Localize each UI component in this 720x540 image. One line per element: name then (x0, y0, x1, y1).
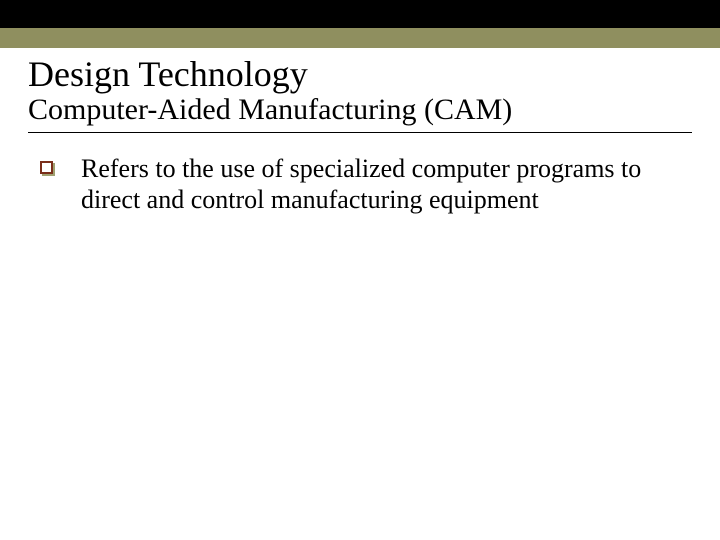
bullet-item: Refers to the use of specialized compute… (40, 153, 692, 215)
title-sub: Computer-Aided Manufacturing (CAM) (28, 94, 692, 126)
title-main: Design Technology (28, 56, 692, 92)
top-bar-olive (0, 28, 720, 48)
bullet-square-icon (40, 161, 53, 174)
body-area: Refers to the use of specialized compute… (0, 133, 720, 215)
bullet-text: Refers to the use of specialized compute… (81, 153, 661, 215)
title-block: Design Technology Computer-Aided Manufac… (0, 48, 720, 133)
top-bar-dark (0, 0, 720, 28)
